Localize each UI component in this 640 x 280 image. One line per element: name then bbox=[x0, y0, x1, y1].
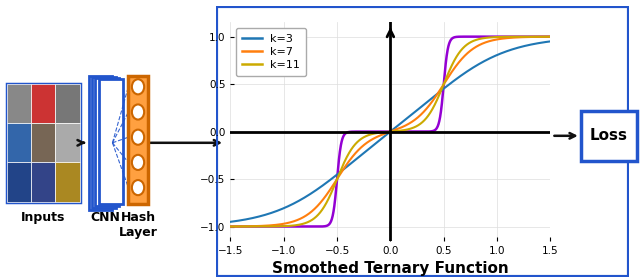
Bar bbox=[31, 84, 55, 123]
FancyBboxPatch shape bbox=[7, 84, 79, 202]
Bar bbox=[7, 84, 31, 123]
Polygon shape bbox=[88, 76, 113, 210]
FancyBboxPatch shape bbox=[129, 76, 148, 204]
Bar bbox=[7, 162, 31, 202]
Polygon shape bbox=[92, 77, 116, 208]
Circle shape bbox=[132, 180, 144, 195]
Circle shape bbox=[132, 155, 144, 170]
Bar bbox=[55, 123, 79, 162]
Legend: k=3, k=7, k=11: k=3, k=7, k=11 bbox=[236, 28, 306, 76]
Circle shape bbox=[132, 104, 144, 120]
Bar bbox=[31, 123, 55, 162]
Circle shape bbox=[132, 130, 144, 145]
Text: Inputs: Inputs bbox=[21, 211, 65, 224]
Bar bbox=[55, 162, 79, 202]
Bar bbox=[55, 84, 79, 123]
Text: Hash
Layer: Hash Layer bbox=[118, 211, 157, 239]
Circle shape bbox=[132, 79, 144, 94]
FancyBboxPatch shape bbox=[580, 111, 637, 161]
Text: CNN: CNN bbox=[90, 211, 120, 224]
Polygon shape bbox=[95, 78, 119, 206]
Polygon shape bbox=[99, 80, 123, 204]
Bar bbox=[7, 123, 31, 162]
Bar bbox=[31, 162, 55, 202]
Text: Loss: Loss bbox=[589, 128, 628, 143]
X-axis label: Smoothed Ternary Function: Smoothed Ternary Function bbox=[272, 261, 509, 276]
